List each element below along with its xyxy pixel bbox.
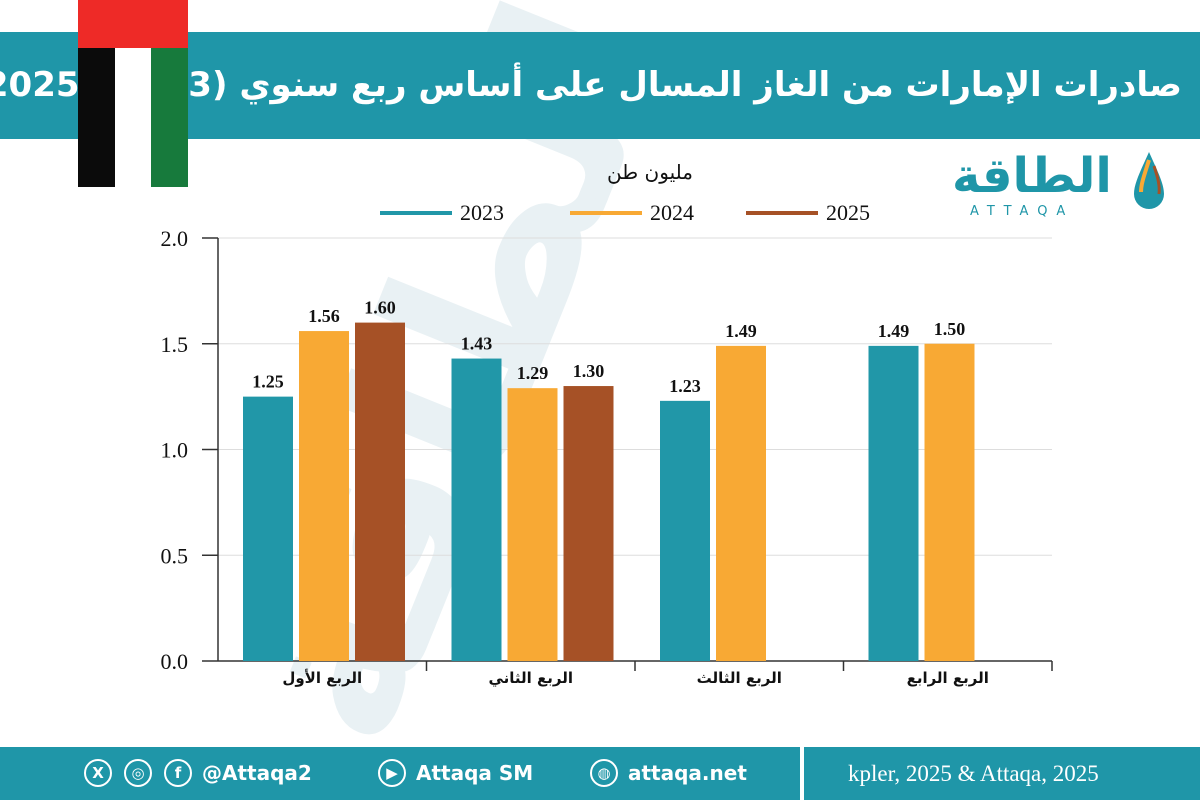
unit-label: مليون طن	[607, 160, 693, 184]
bar-2023-q1	[243, 396, 293, 661]
x-tick-label: الربع الرابع	[907, 669, 989, 687]
data-label: 1.49	[878, 321, 910, 341]
x-tick-label: الربع الثالث	[697, 669, 782, 687]
x-tick-label: الربع الثاني	[488, 669, 573, 687]
data-label: 1.30	[573, 361, 605, 381]
instagram-icon[interactable]: ◎	[124, 759, 152, 787]
y-tick-label: 0.0	[161, 649, 189, 674]
logo-text: الطاقة	[952, 148, 1112, 204]
legend-swatch	[380, 211, 452, 215]
social-handle[interactable]: @Attaqa2	[202, 761, 312, 785]
globe-icon[interactable]: ◍	[590, 759, 618, 787]
bar-2025-q2	[563, 386, 614, 661]
footer-divider	[800, 747, 804, 800]
data-label: 1.25	[252, 372, 284, 392]
bar-2023-q2	[451, 358, 502, 661]
website-link[interactable]: attaqa.net	[628, 761, 747, 785]
title-band	[0, 32, 1200, 139]
data-label: 1.60	[364, 298, 396, 318]
drop-icon	[1134, 152, 1164, 209]
legend-label: 2023	[460, 200, 504, 225]
bar-2024-q4	[924, 343, 975, 661]
bar-2024-q3	[716, 345, 766, 661]
data-label: 1.50	[934, 319, 966, 339]
source-text: kpler, 2025 & Attaqa, 2025	[848, 761, 1099, 786]
data-label: 1.43	[461, 334, 493, 354]
attaqa-logo: الطاقة ATTAQA	[952, 148, 1172, 228]
footer: X ◎ f @Attaqa2 ▶ Attaqa SM ◍ attaqa.net …	[0, 747, 1200, 800]
y-tick-label: 2.0	[161, 226, 189, 251]
bar-2023-q3	[660, 400, 710, 661]
bar-2024-q1	[299, 331, 349, 661]
legend-swatch	[570, 211, 642, 215]
facebook-icon[interactable]: f	[164, 759, 192, 787]
bar-2025-q1	[355, 322, 405, 661]
youtube-icon[interactable]: ▶	[378, 759, 406, 787]
data-label: 1.49	[725, 321, 757, 341]
legend-swatch	[746, 211, 818, 215]
logo-subtext: ATTAQA	[970, 204, 1075, 219]
data-label: 1.23	[669, 376, 701, 396]
x-tick-label: الربع الأول	[282, 669, 362, 687]
y-tick-label: 1.0	[161, 438, 189, 463]
bar-2024-q2	[507, 388, 558, 661]
legend-label: 2025	[826, 200, 870, 225]
data-label: 1.29	[517, 363, 549, 383]
youtube-channel[interactable]: Attaqa SM	[416, 761, 534, 785]
y-tick-label: 1.5	[161, 332, 189, 357]
x-icon[interactable]: X	[84, 759, 112, 787]
y-tick-label: 0.5	[161, 543, 189, 568]
uae-flag-icon	[78, 0, 188, 187]
data-label: 1.56	[308, 306, 340, 326]
legend-label: 2024	[650, 200, 694, 225]
legend: 2023 2024 2025	[380, 198, 900, 228]
bar-2023-q4	[868, 345, 919, 661]
